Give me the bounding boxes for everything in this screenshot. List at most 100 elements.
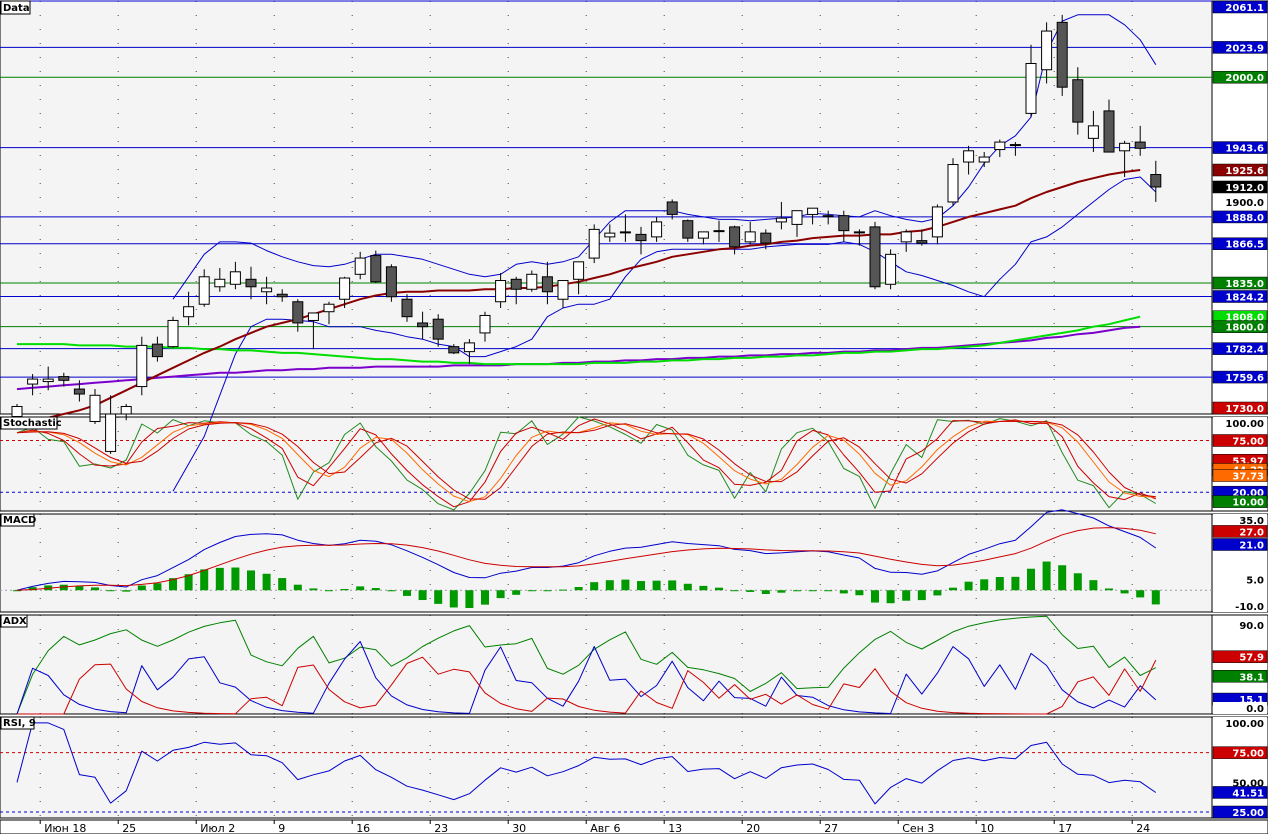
title-stochastic-text: Stochastic	[3, 418, 62, 429]
axis-label-adx-0: 90.0	[1213, 618, 1267, 632]
macd-hist-bar-32	[512, 590, 521, 595]
axis-label-text-data-13: 1782.4	[1225, 345, 1264, 356]
time-label-3: 9	[278, 822, 285, 834]
time-label-14: 24	[1136, 822, 1150, 834]
axis-label-macd-1: 27.0	[1212, 525, 1268, 538]
title-rsi[interactable]: RSI, 9	[0, 716, 36, 730]
macd-hist-bar-12	[200, 569, 209, 591]
axis-label-bg-rsi-1	[1212, 746, 1268, 759]
price-axis: 2061.1 2023.9 2000.0 1943.6 1925.6 1912.0 1900…	[1212, 0, 1268, 819]
macd-hist-bar-58	[917, 590, 926, 601]
axis-label-text-data-1: 2023.9	[1225, 43, 1264, 54]
macd-hist-bar-47	[746, 590, 755, 592]
candle-body-51	[807, 207, 819, 215]
axis-label-text-data-2: 2000.0	[1225, 73, 1264, 84]
axis-label-bg-adx-2	[1212, 670, 1268, 683]
time-label-5: 23	[434, 822, 448, 834]
macd-hist-bar-43	[683, 583, 692, 591]
axis-label-rsi-0: 100.00	[1213, 717, 1267, 730]
axis-label-text-stochastic-1: 75.00	[1232, 437, 1264, 448]
title-data-text: Data	[3, 3, 30, 14]
axis-label-data-10: 1824.2	[1212, 290, 1268, 303]
grid-layer	[39, 1, 1133, 818]
axis-label-rsi-3: 41.51	[1212, 786, 1268, 799]
axis-label-text-macd-3: 5.0	[1246, 575, 1264, 586]
macd-hist-bar-28	[449, 590, 458, 608]
macd-hist-bar-63	[995, 577, 1004, 591]
macd-hist-bar-19	[309, 588, 318, 591]
axis-label-bg-data-7	[1212, 210, 1268, 224]
axis-label-data-14: 1759.6	[1212, 370, 1268, 384]
macd-hist-bar-71	[1120, 590, 1129, 594]
axis-label-rsi-2: 50.00	[1213, 776, 1267, 789]
candle-body-64	[1009, 144, 1021, 147]
candle-body-16	[261, 287, 273, 293]
axis-label-text-rsi-1: 75.00	[1232, 749, 1264, 760]
axis-label-text-data-9: 1835.0	[1225, 279, 1264, 290]
candle-body-70	[1103, 110, 1115, 153]
axis-label-data-1: 2023.9	[1212, 41, 1268, 54]
title-stochastic[interactable]: Stochastic	[0, 416, 62, 430]
title-adx-text: ADX	[3, 616, 27, 627]
candle-body-55	[869, 226, 881, 288]
axis-label-stochastic-4: 37.73	[1212, 469, 1268, 483]
macd-hist-bar-3	[59, 584, 68, 591]
axis-label-stochastic-0: 100.00	[1213, 417, 1267, 430]
axis-label-text-data-4: 1925.6	[1225, 166, 1264, 177]
candle-body-0	[11, 406, 23, 417]
ma-green-line	[17, 315, 1141, 366]
macd-hist-bar-60	[949, 587, 957, 591]
macd-hist-bar-54	[855, 590, 864, 596]
candle-body-71	[1119, 142, 1131, 152]
axis-label-bg-data-13	[1212, 342, 1268, 355]
candle-body-35	[557, 280, 569, 300]
axis-label-data-0: 2061.1	[1212, 0, 1268, 14]
title-data[interactable]: Data	[0, 0, 31, 15]
macd-hist-bar-42	[668, 580, 677, 591]
time-label-11: Сен 3	[902, 822, 934, 834]
macd-hist-bar-35	[559, 589, 567, 591]
panel-bg-rsi	[0, 716, 1213, 819]
axis-label-text-stochastic-0: 100.00	[1225, 419, 1264, 430]
macd-hist-bar-16	[262, 573, 271, 591]
candle-body-13	[214, 278, 226, 288]
axis-label-text-data-7: 1888.0	[1225, 213, 1264, 224]
axis-label-bg-stochastic-1	[1212, 434, 1268, 447]
macd-hist-bar-46	[730, 590, 739, 592]
axis-label-bg-macd-0	[1213, 514, 1267, 526]
macd-hist-bar-14	[231, 567, 240, 591]
candle-body-31	[495, 280, 507, 303]
candle-body-63	[994, 141, 1006, 151]
time-label-9: 20	[746, 822, 760, 834]
macd-hist-bar-22	[356, 586, 365, 591]
candle-body-32	[510, 278, 522, 290]
axis-label-macd-3: 5.0	[1213, 573, 1267, 586]
macd-hist-bar-50	[793, 590, 801, 592]
time-label-10: 27	[824, 822, 838, 834]
macd-hist-bar-37	[590, 582, 599, 591]
macd-hist-bar-30	[481, 590, 489, 605]
candle-body-8	[136, 344, 148, 388]
axis-label-macd-4: -10.0	[1213, 600, 1267, 613]
axis-label-data-15: 1730.0	[1212, 401, 1268, 415]
candle-body-44	[697, 231, 709, 239]
title-adx[interactable]: ADX	[0, 614, 28, 628]
macd-hist-bar-61	[964, 581, 973, 591]
bollinger-upper-line	[172, 14, 1157, 300]
axis-label-bg-macd-1	[1212, 525, 1268, 538]
axis-label-stochastic-1: 75.00	[1212, 434, 1268, 448]
macd-hist-bar-56	[886, 590, 895, 604]
candle-body-39	[619, 231, 631, 234]
axis-label-text-data-10: 1824.2	[1225, 292, 1264, 303]
candle-body-68	[1072, 79, 1084, 123]
candle-body-9	[151, 343, 163, 358]
macd-hist-bar-6	[106, 590, 115, 592]
macd-hist-bar-39	[621, 579, 630, 591]
macd-hist-bar-17	[278, 578, 287, 591]
title-macd[interactable]: MACD	[0, 513, 36, 527]
macd-hist-bar-7	[122, 590, 131, 592]
axis-label-bg-stochastic-4	[1212, 469, 1268, 482]
axis-label-text-macd-2: 21.0	[1239, 540, 1264, 551]
time-label-0: Июн 18	[44, 822, 86, 834]
